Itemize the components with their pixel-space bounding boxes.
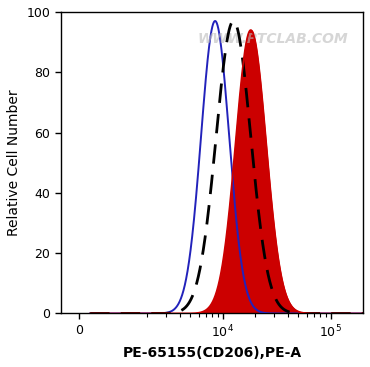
Text: WWW.PTCLAB.COM: WWW.PTCLAB.COM: [197, 32, 348, 46]
Y-axis label: Relative Cell Number: Relative Cell Number: [7, 90, 21, 236]
X-axis label: PE-65155(CD206),PE-A: PE-65155(CD206),PE-A: [122, 346, 302, 360]
